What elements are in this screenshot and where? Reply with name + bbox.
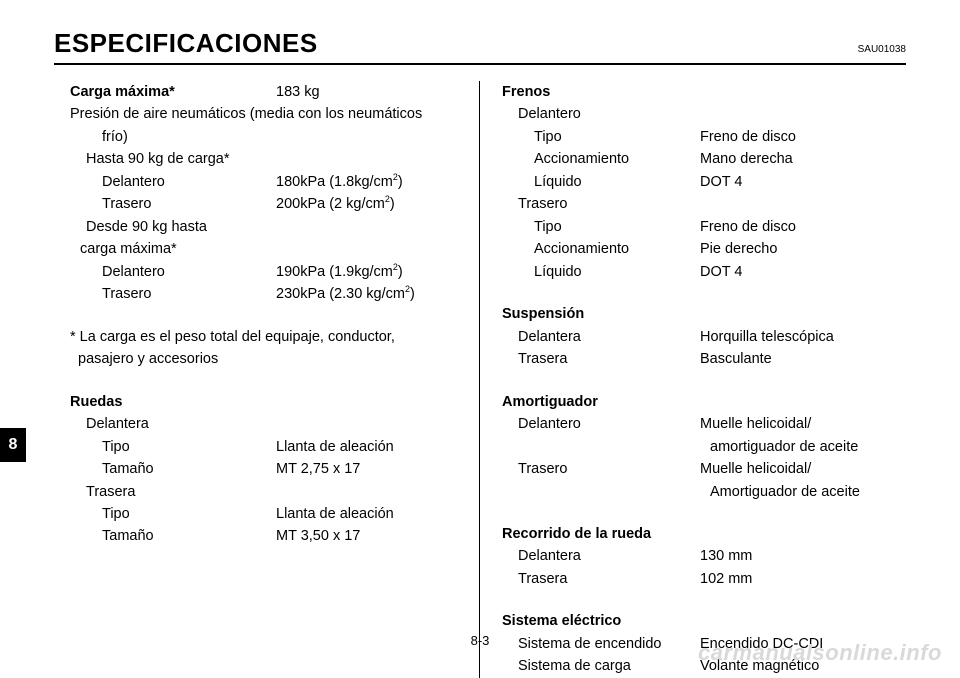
doc-code: SAU01038 xyxy=(858,44,906,55)
reco-del-row: Delantera 130 mm xyxy=(502,545,906,567)
desde-label1: Desde 90 kg hasta xyxy=(54,216,457,238)
amort-del-value2: amortiguador de aceite xyxy=(700,436,858,458)
frenos-del-tipo-label: Tipo xyxy=(502,126,562,148)
frenos-tra-acc-row: Accionamiento Pie derecho xyxy=(502,238,906,260)
frenos-del-liq-row: Líquido DOT 4 xyxy=(502,171,906,193)
susp-tra-value: Basculante xyxy=(700,348,772,370)
frenos-tra-liq-row: Líquido DOT 4 xyxy=(502,261,906,283)
frenos-del-acc-value: Mano derecha xyxy=(700,148,793,170)
reco-del-label: Delantera xyxy=(502,545,581,567)
watermark: carmanualsonline.info xyxy=(698,640,942,666)
frenos-del-acc-label: Accionamiento xyxy=(502,148,629,170)
desde-delantero-label: Delantero xyxy=(70,261,165,283)
presion-line2: frío) xyxy=(54,126,457,148)
page-header: ESPECIFICACIONES SAU01038 xyxy=(54,28,906,65)
desde-label2: carga máxima* xyxy=(54,238,457,260)
amort-heading: Amortiguador xyxy=(502,391,906,413)
hasta-trasero-label: Trasero xyxy=(70,193,151,215)
note-line2: pasajero y accesorios xyxy=(54,348,457,370)
ruedas-tra-tam-label: Tamaño xyxy=(70,525,154,547)
ruedas-del-tipo-label: Tipo xyxy=(70,436,130,458)
reco-tra-label: Trasera xyxy=(502,568,567,590)
susp-tra-label: Trasera xyxy=(502,348,567,370)
desde-delantero-value: 190kPa (1.9kg/cm2) xyxy=(276,261,403,283)
ruedas-tra-tipo-label: Tipo xyxy=(70,503,130,525)
frenos-tra-tipo-value: Freno de disco xyxy=(700,216,796,238)
amort-del-row: Delantero Muelle helicoidal/ xyxy=(502,413,906,435)
ruedas-del-tam-value: MT 2,75 x 17 xyxy=(276,458,360,480)
amort-del-row2: amortiguador de aceite xyxy=(502,436,906,458)
amort-tra-label: Trasero xyxy=(502,458,567,480)
frenos-tra-liq-value: DOT 4 xyxy=(700,261,742,283)
frenos-tra-liq-label: Líquido xyxy=(502,261,582,283)
frenos-del-liq-label: Líquido xyxy=(502,171,582,193)
reco-del-value: 130 mm xyxy=(700,545,752,567)
columns: Carga máxima* 183 kg Presión de aire neu… xyxy=(54,81,906,678)
carga-maxima-row: Carga máxima* 183 kg xyxy=(54,81,457,103)
amort-tra-value1: Muelle helicoidal/ xyxy=(700,458,811,480)
left-column: Carga máxima* 183 kg Presión de aire neu… xyxy=(54,81,480,678)
frenos-tra-acc-label: Accionamiento xyxy=(502,238,629,260)
frenos-del-acc-row: Accionamiento Mano derecha xyxy=(502,148,906,170)
presion-line1: Presión de aire neumáticos (media con lo… xyxy=(54,103,457,125)
ruedas-tra-tipo-row: Tipo Llanta de aleación xyxy=(54,503,457,525)
right-column: Frenos Delantero Tipo Freno de disco Acc… xyxy=(480,81,906,678)
desde-trasero-row: Trasero 230kPa (2.30 kg/cm2) xyxy=(54,283,457,305)
page-tab: 8 xyxy=(0,428,26,462)
ruedas-tra-tam-value: MT 3,50 x 17 xyxy=(276,525,360,547)
desde-delantero-row: Delantero 190kPa (1.9kg/cm2) xyxy=(54,261,457,283)
ruedas-trasera-label: Trasera xyxy=(54,481,457,503)
desde-trasero-value: 230kPa (2.30 kg/cm2) xyxy=(276,283,415,305)
note-line1: * La carga es el peso total del equipaje… xyxy=(54,326,457,348)
page: ESPECIFICACIONES SAU01038 Carga máxima* … xyxy=(0,0,960,676)
susp-del-row: Delantera Horquilla telescópica xyxy=(502,326,906,348)
frenos-tra-tipo-label: Tipo xyxy=(502,216,562,238)
ruedas-delantera-label: Delantera xyxy=(54,413,457,435)
ruedas-tra-tipo-value: Llanta de aleación xyxy=(276,503,394,525)
frenos-tra-tipo-row: Tipo Freno de disco xyxy=(502,216,906,238)
ruedas-del-tipo-row: Tipo Llanta de aleación xyxy=(54,436,457,458)
hasta-delantero-label: Delantero xyxy=(70,171,165,193)
ruedas-heading: Ruedas xyxy=(54,391,457,413)
page-title: ESPECIFICACIONES xyxy=(54,28,318,59)
amort-tra-row: Trasero Muelle helicoidal/ xyxy=(502,458,906,480)
susp-heading: Suspensión xyxy=(502,303,906,325)
reco-tra-row: Trasera 102 mm xyxy=(502,568,906,590)
frenos-del-tipo-row: Tipo Freno de disco xyxy=(502,126,906,148)
desde-trasero-label: Trasero xyxy=(70,283,151,305)
carga-maxima-value: 183 kg xyxy=(276,81,320,103)
ruedas-del-tam-label: Tamaño xyxy=(70,458,154,480)
hasta-trasero-value: 200kPa (2 kg/cm2) xyxy=(276,193,395,215)
ruedas-del-tipo-value: Llanta de aleación xyxy=(276,436,394,458)
susp-del-label: Delantera xyxy=(502,326,581,348)
hasta-label: Hasta 90 kg de carga* xyxy=(54,148,457,170)
hasta-trasero-row: Trasero 200kPa (2 kg/cm2) xyxy=(54,193,457,215)
amort-tra-row2: Amortiguador de aceite xyxy=(502,481,906,503)
frenos-tra-acc-value: Pie derecho xyxy=(700,238,777,260)
amort-del-label: Delantero xyxy=(502,413,581,435)
hasta-delantero-row: Delantero 180kPa (1.8kg/cm2) xyxy=(54,171,457,193)
frenos-del-tipo-value: Freno de disco xyxy=(700,126,796,148)
amort-del-value1: Muelle helicoidal/ xyxy=(700,413,811,435)
susp-del-value: Horquilla telescópica xyxy=(700,326,834,348)
sist-carga-label: Sistema de carga xyxy=(502,655,631,677)
hasta-delantero-value: 180kPa (1.8kg/cm2) xyxy=(276,171,403,193)
amort-tra-value2: Amortiguador de aceite xyxy=(700,481,860,503)
ruedas-del-tam-row: Tamaño MT 2,75 x 17 xyxy=(54,458,457,480)
sist-heading: Sistema eléctrico xyxy=(502,610,906,632)
frenos-tra-label: Trasero xyxy=(502,193,906,215)
frenos-del-liq-value: DOT 4 xyxy=(700,171,742,193)
ruedas-tra-tam-row: Tamaño MT 3,50 x 17 xyxy=(54,525,457,547)
reco-heading: Recorrido de la rueda xyxy=(502,523,906,545)
susp-tra-row: Trasera Basculante xyxy=(502,348,906,370)
frenos-del-label: Delantero xyxy=(502,103,906,125)
carga-maxima-label: Carga máxima* xyxy=(70,84,175,100)
frenos-heading: Frenos xyxy=(502,81,906,103)
reco-tra-value: 102 mm xyxy=(700,568,752,590)
